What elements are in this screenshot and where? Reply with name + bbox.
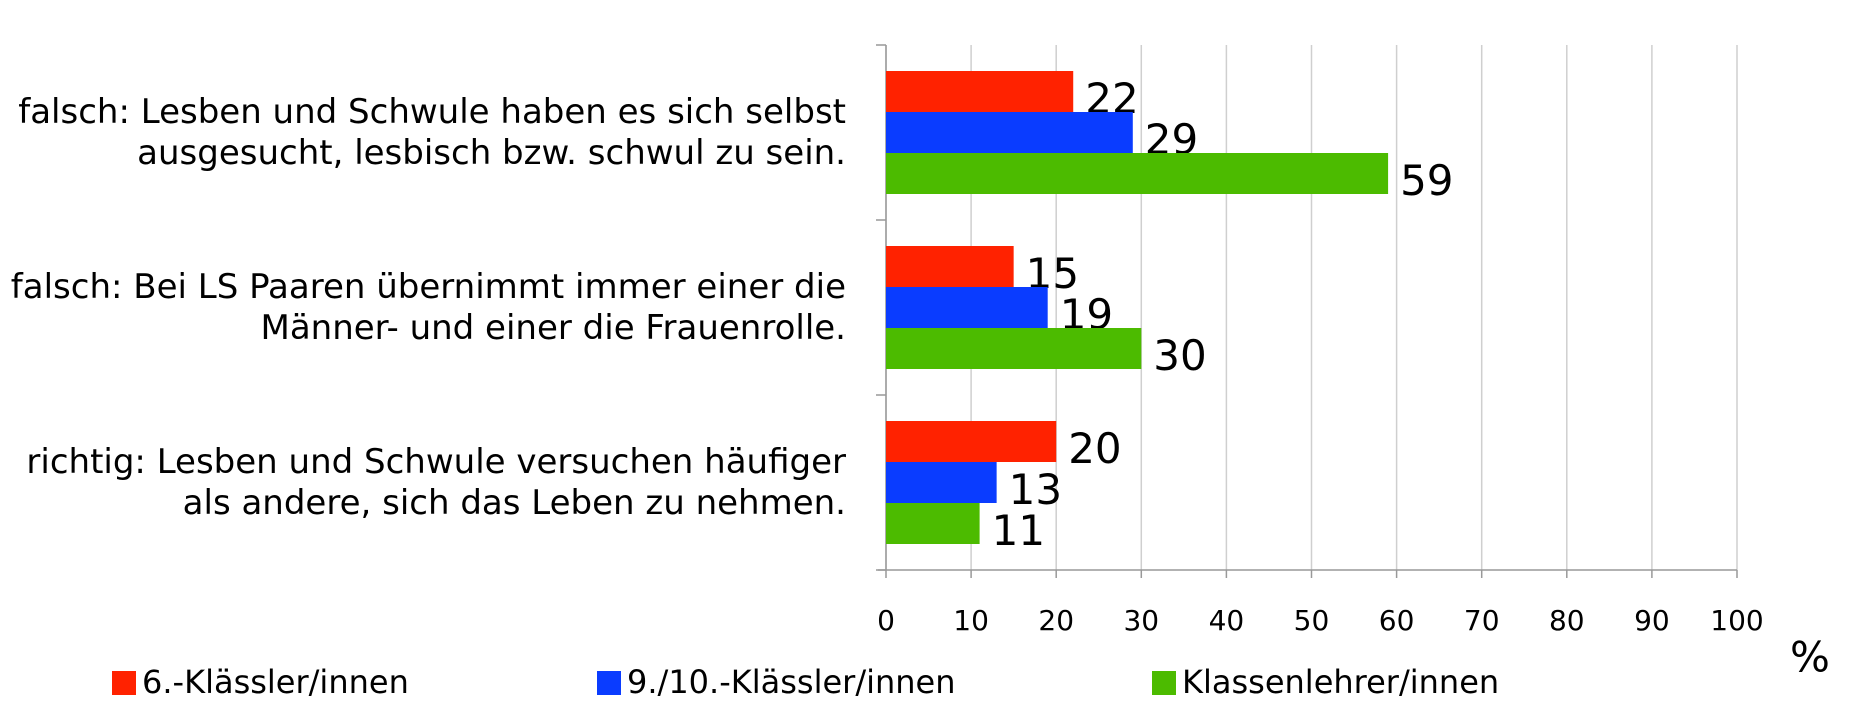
bar xyxy=(886,328,1142,369)
x-tick-label: 50 xyxy=(1294,604,1330,637)
legend-swatch xyxy=(597,671,621,695)
x-tick-label: 20 xyxy=(1038,604,1074,637)
x-axis-label: % xyxy=(1790,633,1830,682)
legend-swatch xyxy=(112,671,136,695)
value-label: 11 xyxy=(992,506,1045,555)
bar xyxy=(886,112,1133,153)
bar xyxy=(886,153,1389,194)
legend-label: 9./10.-Klässler/innen xyxy=(627,663,956,701)
category-label: falsch: Lesben und Schwule haben es sich… xyxy=(18,91,846,173)
x-tick-label: 80 xyxy=(1549,604,1585,637)
x-tick-label: 0 xyxy=(877,604,895,637)
bar xyxy=(886,503,980,544)
x-tick-label: 90 xyxy=(1634,604,1670,637)
legend-swatch xyxy=(1152,671,1176,695)
bar xyxy=(886,421,1057,462)
value-label: 13 xyxy=(1009,465,1062,514)
legend-label: 6.-Klässler/innen xyxy=(142,663,409,701)
category-label: richtig: Lesben und Schwule versuchen hä… xyxy=(26,441,846,523)
category-label: falsch: Bei LS Paaren übernimmt immer ei… xyxy=(10,266,846,348)
x-tick-label: 100 xyxy=(1710,604,1763,637)
bar xyxy=(886,287,1048,328)
value-label: 59 xyxy=(1400,156,1453,205)
x-tick-label: 40 xyxy=(1209,604,1245,637)
bar xyxy=(886,71,1074,112)
x-tick-label: 70 xyxy=(1464,604,1500,637)
bar xyxy=(886,462,997,503)
x-tick-label: 10 xyxy=(953,604,989,637)
value-label: 20 xyxy=(1068,424,1121,473)
x-tick-label: 60 xyxy=(1379,604,1415,637)
x-tick-label: 30 xyxy=(1123,604,1159,637)
legend-label: Klassenlehrer/innen xyxy=(1182,663,1499,701)
bar xyxy=(886,246,1014,287)
value-label: 30 xyxy=(1153,331,1206,380)
